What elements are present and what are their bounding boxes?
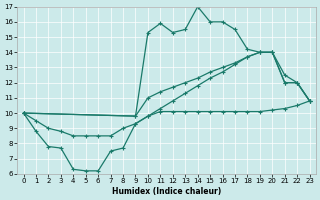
- X-axis label: Humidex (Indice chaleur): Humidex (Indice chaleur): [112, 187, 221, 196]
